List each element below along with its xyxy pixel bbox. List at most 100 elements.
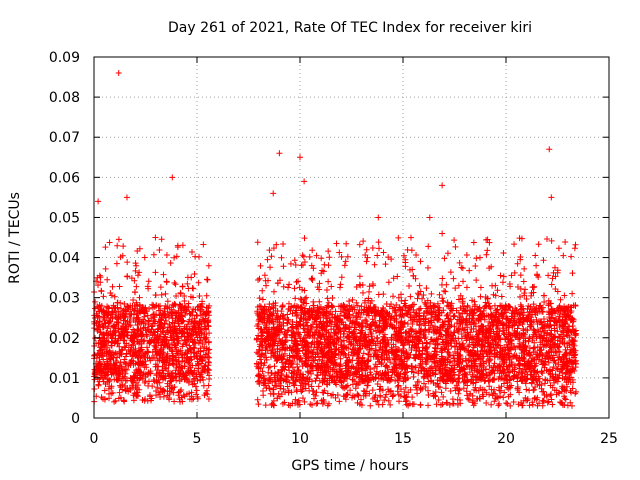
data-point: [140, 338, 147, 345]
data-point: [109, 283, 116, 290]
data-point: [291, 285, 298, 292]
data-point: [107, 355, 114, 362]
data-point: [390, 293, 397, 300]
data-point: [532, 252, 539, 259]
data-point: [190, 285, 197, 292]
data-point: [385, 279, 392, 286]
data-point: [387, 401, 394, 408]
data-point: [151, 314, 158, 321]
data-point: [159, 354, 166, 361]
data-point: [380, 249, 387, 256]
data-point: [112, 313, 119, 320]
data-point: [414, 378, 421, 385]
data-point: [470, 239, 477, 246]
data-point: [116, 389, 123, 396]
data-point: [163, 251, 170, 258]
data-point: [197, 348, 204, 355]
data-point: [497, 272, 504, 279]
data-point: [190, 349, 197, 356]
data-point: [127, 314, 134, 321]
data-point: [133, 262, 140, 269]
data-point: [101, 396, 108, 403]
data-point: [315, 383, 322, 390]
data-point: [166, 396, 173, 403]
data-point: [449, 396, 456, 403]
data-point: [109, 389, 116, 396]
data-point: [117, 311, 124, 318]
data-point: [148, 326, 155, 333]
data-point: [160, 351, 167, 358]
data-point: [103, 350, 110, 357]
data-point: [416, 282, 423, 289]
data-point: [333, 240, 340, 247]
data-point: [98, 303, 105, 310]
data-point: [124, 259, 131, 266]
data-point: [136, 367, 143, 374]
data-point: [299, 252, 306, 259]
data-point: [406, 283, 413, 290]
data-point: [160, 370, 167, 377]
data-point: [176, 323, 183, 330]
data-point: [459, 265, 466, 272]
data-point: [96, 308, 103, 315]
data-point: [167, 377, 174, 384]
data-point: [169, 328, 176, 335]
data-point: [261, 272, 268, 279]
data-point: [173, 362, 180, 369]
data-point: [438, 281, 445, 288]
data-point: [136, 294, 143, 301]
data-point: [122, 321, 129, 328]
data-point: [146, 340, 153, 347]
data-point: [195, 362, 202, 369]
data-point: [114, 350, 121, 357]
data-point: [292, 295, 299, 302]
data-point: [146, 378, 153, 385]
data-point: [285, 284, 292, 291]
data-point: [473, 277, 480, 284]
data-point: [325, 248, 332, 255]
data-point: [329, 303, 336, 310]
data-point: [308, 275, 315, 282]
data-point: [259, 296, 266, 303]
data-point: [425, 391, 432, 398]
data-point: [187, 293, 194, 300]
data-point: [121, 306, 128, 313]
data-point: [102, 340, 109, 347]
data-point: [160, 344, 167, 351]
data-point: [117, 359, 124, 366]
data-point: [158, 291, 165, 298]
data-point: [254, 239, 261, 246]
data-point: [477, 284, 484, 291]
data-point: [149, 304, 156, 311]
data-point: [455, 390, 462, 397]
data-point: [173, 373, 180, 380]
data-point: [157, 385, 164, 392]
data-point: [203, 292, 210, 299]
data-point: [162, 290, 169, 297]
data-point: [131, 369, 138, 376]
data-point: [145, 285, 152, 292]
data-point: [264, 256, 271, 263]
data-point: [96, 318, 103, 325]
data-point: [107, 332, 114, 339]
data-point: [113, 318, 120, 325]
data-point: [466, 267, 473, 274]
data-point: [499, 279, 506, 286]
data-point: [124, 273, 131, 280]
data-point: [119, 323, 126, 330]
data-point: [190, 376, 197, 383]
data-point: [180, 392, 187, 399]
data-point: [187, 347, 194, 354]
data-point: [159, 367, 166, 374]
data-point: [140, 370, 147, 377]
data-point: [179, 358, 186, 365]
data-point: [141, 254, 148, 261]
data-point: [131, 277, 138, 284]
data-point: [100, 324, 107, 331]
data-point: [124, 303, 131, 310]
data-point: [171, 323, 178, 330]
data-point: [547, 392, 554, 399]
data-point: [114, 377, 121, 384]
data-point: [136, 269, 143, 276]
data-point: [120, 375, 127, 382]
